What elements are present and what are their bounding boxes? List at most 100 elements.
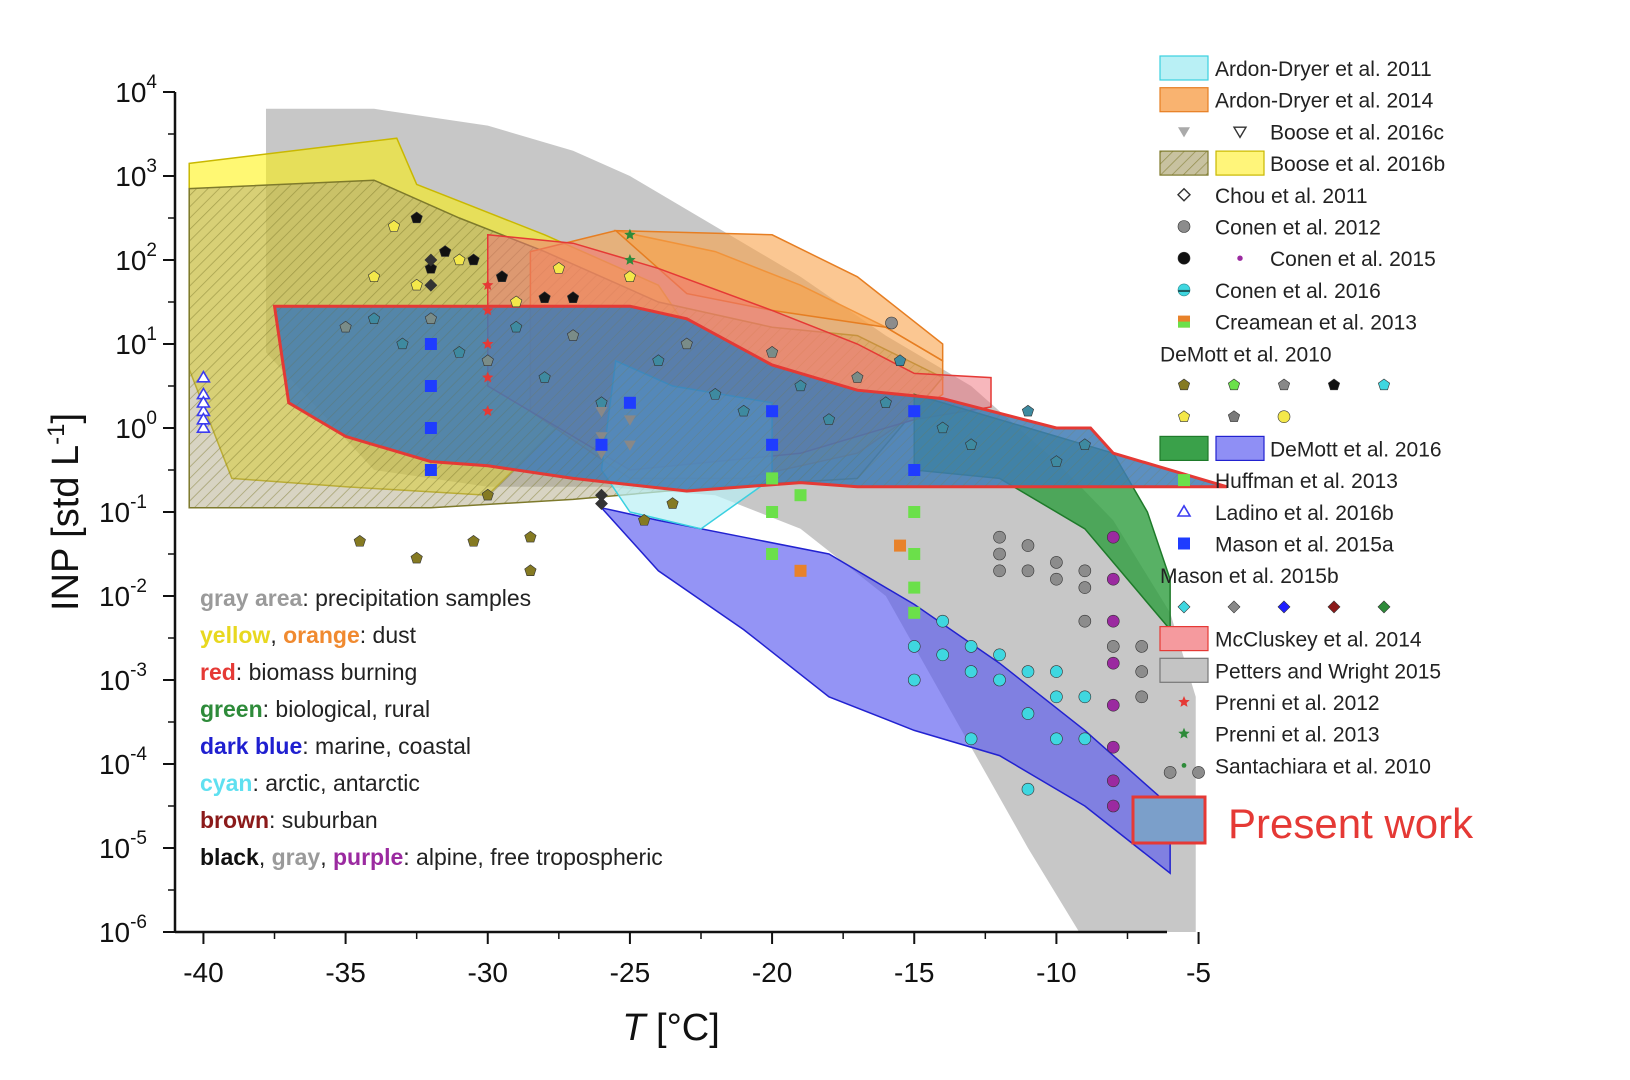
point-chou-et-al-2011-1 [424,278,438,292]
point-conen-et-al-2015-7 [1106,799,1120,813]
legend-label: DeMott et al. 2016 [1270,438,1442,461]
y-tick-label: 10-5 [99,828,147,864]
legend-item-4: Chou et al. 2011 [1177,185,1368,208]
point-demott-et-al-2010-yellow-1 [367,270,381,282]
legend-label: Prenni et al. 2012 [1215,692,1380,715]
legend-label: Petters and Wright 2015 [1215,660,1441,683]
point-demott-et-al-2010-teal-4 [538,371,551,383]
point-boose-et-al-2016c-0 [595,449,608,460]
legend-heading: Mason et al. 2015b [1160,565,1339,588]
legend-item-7: Conen et al. 2016 [1177,280,1381,303]
legend-label: Chou et al. 2011 [1215,185,1368,208]
legend-item-0: Ardon-Dryer et al. 2011 [1159,55,1432,81]
point-mason-et-al-2015a-7 [766,438,779,451]
legend-swatch-1 [1215,150,1265,176]
y-axis-title: INP [std L-1] [43,413,87,611]
legend-marker [1178,474,1190,487]
point-prenni-et-al-2012-1 [482,304,494,316]
point-conen-et-al-2012-7 [1050,572,1063,586]
point-demott-et-al-2010-gray-1 [424,312,437,324]
legend-item-2: Boose et al. 2016c [1178,121,1444,144]
point-mason-et-al-2015a-3 [424,464,437,476]
note-line-1: yellow, orange: dust [200,622,417,648]
point-ladino-et-al-2016b-5 [196,412,211,425]
point-creamean-et-al-2013-0 [794,564,807,577]
x-axis-title: T [°C] [622,1007,720,1049]
point-demott-et-al-2010-teal-3 [510,320,523,333]
point-demott-et-al-2010-yellow-2 [410,278,423,291]
point-conen-et-al-2016-3 [964,665,978,678]
point-conen-et-al-2012-15 [1163,766,1177,779]
point-boose-et-al-2016c-1 [595,432,608,443]
series-boose-et-al-2016c [595,407,636,460]
point-conen-et-al-2016-13 [1021,782,1035,796]
legend-item-13: Huffman et al. 2013 [1178,470,1398,493]
series-conen-et-al-2015 [1106,530,1120,813]
legend-item-5: Conen et al. 2012 [1177,217,1381,240]
legend-marker-1 [1237,255,1243,261]
series-conen-et-al-2016 [907,614,1092,796]
y-tick-label: 10-4 [99,744,147,780]
point-conen-et-al-2012-10 [1078,614,1092,628]
point-conen-et-al-2016-4 [993,648,1006,662]
point-demott-et-al-2010-4 [524,564,537,576]
legend-label: Conen et al. 2012 [1215,217,1381,240]
category-notes: gray area: precipitation samples yellow, … [200,585,663,870]
point-conen-et-al-2012-13 [1135,665,1149,678]
point-ladino-et-al-2016b-4 [196,395,211,408]
point-prenni-et-al-2012-0 [482,279,494,291]
scatter-layer [196,211,1205,813]
series-demott-et-al-2010-yellow [367,220,636,308]
x-tick-label: -5 [1186,957,1211,988]
legend-marker-0 [1178,127,1190,138]
legend-marker-1 [1232,126,1248,139]
legend-item-1: Ardon-Dryer et al. 2014 [1159,87,1434,113]
point-conen-et-al-2012-14 [1135,690,1149,704]
point-conen-et-al-2015-0 [1106,530,1120,544]
point-conen-et-al-2016-10 [1078,690,1092,704]
point-conen-et-al-2016-9 [1050,690,1063,704]
point-demott-et-al-2010-yellow-3 [453,253,466,266]
point-chou-et-al-2011-3 [595,497,608,511]
legend-marker [1177,187,1191,202]
point-demott-et-al-2010-teal-13 [936,421,949,434]
note-line-0: gray area: precipitation samples [200,585,531,611]
point-conen-et-al-2012-1 [993,530,1006,544]
series-creamean-et-al-2013 [794,539,907,577]
point-mason-et-al-2015a-8 [908,464,921,476]
point-conen-et-al-2016-7 [1021,707,1035,720]
area-layer [188,108,1227,932]
x-tick-label: -35 [325,957,365,988]
point-demott-et-al-2010-black-2 [467,253,480,266]
point-conen-et-al-2012-5 [1021,564,1035,578]
point-conen-et-al-2016-0 [936,614,949,628]
point-mason-et-al-2015a-6 [766,405,779,418]
point-conen-et-al-2016-5 [993,673,1006,687]
point-demott-et-al-2010-gray-5 [766,346,779,358]
series-huffman-et-al-2013 [766,472,921,619]
point-demott-et-al-2010-teal-1 [396,337,409,350]
legend-row-marker-1 [1227,410,1241,422]
legend-item-11 [1177,410,1291,424]
point-mason-et-al-2015a-0 [424,338,437,350]
point-demott-et-al-2010-teal-7 [709,388,722,400]
axes: -40 -35 -30 -25 -20 -15 -10 -5 104 103 102 101 100 10… [43,72,1211,1049]
point-ladino-et-al-2016b-3 [196,420,211,434]
legend-heading: DeMott et al. 2010 [1160,343,1332,366]
point-mason-et-al-2015a-9 [908,405,921,418]
x-tick-label: -30 [468,957,508,988]
legend-marker [1177,220,1191,233]
point-conen-et-al-2012-12 [1135,640,1149,653]
legend-label: Boose et al. 2016b [1270,153,1445,176]
legend-item-22: Santachiara et al. 2010 [1181,755,1431,778]
point-boose-et-al-2016c-4 [623,415,636,426]
legend-row-marker-2 [1277,410,1291,424]
y-tick-label: 10-3 [99,660,147,696]
legend-swatch [1159,87,1209,113]
y-tick-label: 102 [115,240,157,276]
point-conen-et-al-2016-15 [907,640,921,653]
point-demott-et-al-2010-teal-11 [879,396,892,408]
point-demott-et-al-2010-black-3 [495,270,509,282]
point-conen-et-al-2012-6 [1050,556,1063,569]
series-demott-et-al-2010-black [410,211,580,303]
